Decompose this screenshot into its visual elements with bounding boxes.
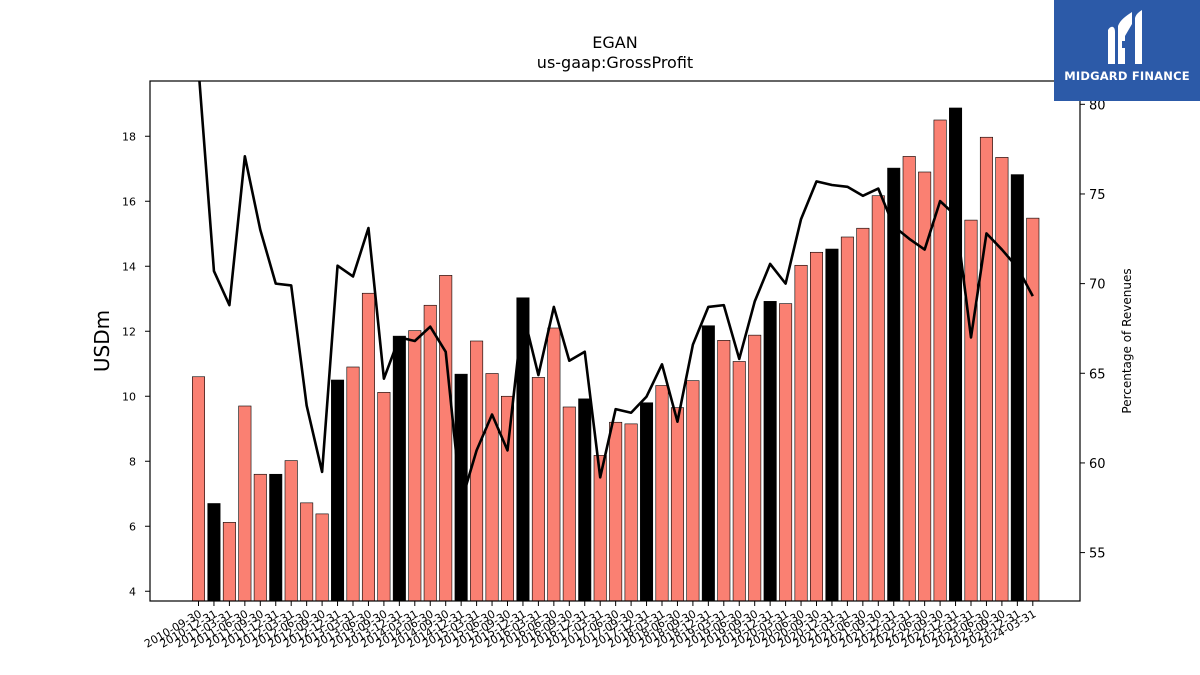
bar [392,335,406,602]
bar [717,340,731,602]
x-axis: 2010-09-302010-12-312011-03-312011-06-30… [142,601,1038,651]
percentage-line-series [198,81,1034,504]
bar [640,402,654,602]
y2-tick-label: 60 [1089,457,1106,472]
bar [779,303,793,602]
y-tick-label: 4 [129,585,136,598]
bar [238,405,252,602]
y2-tick-label: 70 [1089,278,1106,293]
bar [964,219,978,602]
bar [346,366,360,602]
bar [500,395,514,602]
bar [562,406,576,602]
bar [253,473,267,602]
bar [995,157,1009,602]
bar [578,398,592,602]
bar [979,136,993,602]
y-tick-label: 10 [122,390,136,403]
bar [655,385,669,602]
bar [423,304,437,602]
bar [686,380,700,602]
plot-frame [149,80,1081,602]
bar [732,361,746,602]
y-tick-label: 6 [129,520,136,533]
bar [809,251,823,602]
bar [470,340,484,602]
bar [222,522,236,602]
bar [547,327,561,602]
bar [1026,217,1040,602]
y-tick-label: 18 [122,130,136,143]
bar [192,376,206,602]
bar [485,373,499,602]
y2-tick-label: 75 [1089,188,1106,203]
bar [408,330,422,602]
bar [361,292,375,602]
brand-name: MIDGARD FINANCE [1064,69,1190,83]
midgard-m-logo-icon [1108,10,1142,65]
bar [300,502,314,602]
bar [439,275,453,602]
bar [331,379,345,602]
bar [871,195,885,602]
y2-axis-label: Percentage of Revenues [1120,268,1134,413]
bar [763,301,777,602]
y2-tick-label: 55 [1089,547,1106,562]
y-axis-right: 55 60 65 70 75 80 [1080,98,1106,562]
bar [609,421,623,602]
bar [377,392,391,602]
bar [284,460,298,602]
y-tick-label: 8 [129,455,136,468]
y2-tick-label: 80 [1089,98,1106,113]
bar [933,119,947,602]
chart-title: EGAN [592,33,637,52]
bar [315,513,329,602]
bar [902,156,916,602]
bar [840,236,854,602]
y-tick-label: 14 [122,260,136,273]
bar [269,473,283,602]
bar-series [192,107,1040,602]
chart-subtitle: us-gaap:GrossProfit [537,53,693,72]
bar [825,248,839,602]
bar [701,325,715,602]
bar [887,167,901,602]
y-tick-label: 12 [122,325,136,338]
y-axis-left: 4 6 8 10 12 14 16 18 [122,130,150,598]
bar [748,334,762,602]
bar [949,107,963,602]
bar [531,377,545,602]
y-tick-label: 16 [122,195,136,208]
bar [670,407,684,602]
brand-logo: MIDGARD FINANCE [1054,0,1200,101]
bar [1010,174,1024,602]
bar [207,503,221,602]
bar [624,423,638,602]
y-axis-label: USDm [90,310,114,372]
percentage-line [198,81,1034,504]
y2-tick-label: 65 [1089,367,1106,382]
bar [856,227,870,602]
bar [794,264,808,602]
